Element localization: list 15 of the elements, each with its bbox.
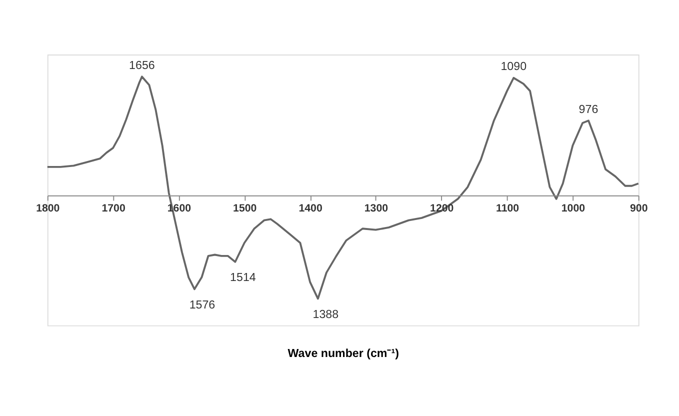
x-tick-label: 1100 <box>496 202 520 214</box>
annotation: 976 <box>578 102 598 116</box>
x-tick-label: 1400 <box>298 202 322 214</box>
annotation: 1388 <box>312 308 339 322</box>
annotation: 1656 <box>129 58 155 72</box>
x-axis-title: Wave number (cm⁻¹) <box>288 346 400 360</box>
annotation: 1090 <box>500 60 527 74</box>
x-tick-label: 1000 <box>561 202 586 214</box>
x-tick-label: 1300 <box>364 202 388 214</box>
x-tick-label: 900 <box>630 202 648 214</box>
x-tick-label: 1700 <box>102 202 126 214</box>
x-tick-label: 1500 <box>233 202 257 214</box>
x-tick-label: 1800 <box>36 202 60 214</box>
annotation: 1576 <box>189 298 216 312</box>
annotation: 1514 <box>230 271 256 284</box>
